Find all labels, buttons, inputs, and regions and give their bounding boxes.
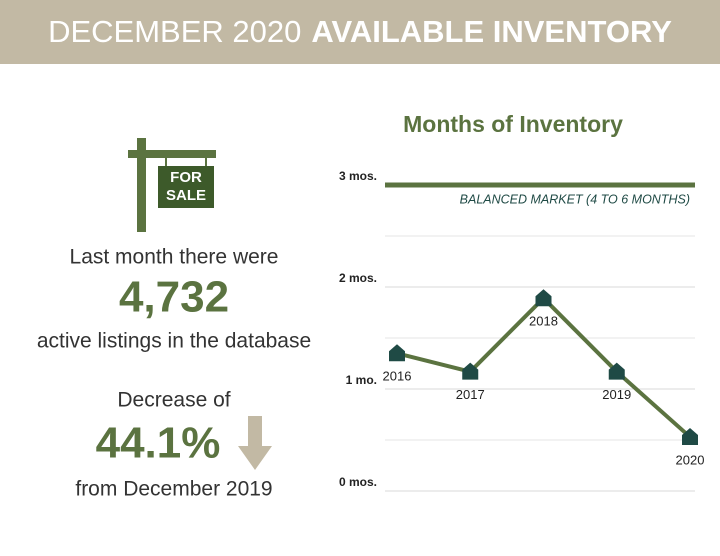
down-arrow — [238, 416, 272, 470]
x-category-label: 2017 — [456, 387, 485, 402]
y-tick-label: 0 mos. — [339, 475, 377, 489]
header-band — [0, 0, 720, 64]
y-tick-label: 1 mo. — [346, 373, 377, 387]
listings-note: active listings in the database — [37, 330, 311, 353]
header-title-bold: AVAILABLE INVENTORY — [311, 14, 672, 49]
change-value: 44.1% — [96, 419, 221, 468]
x-category-label: 2020 — [676, 452, 705, 467]
listings-value: 4,732 — [119, 273, 229, 322]
data-marker — [389, 344, 405, 362]
sign-beam — [128, 150, 216, 158]
data-marker — [535, 289, 552, 307]
chart-title: Months of Inventory — [403, 111, 623, 137]
reference-label: BALANCED MARKET (4 TO 6 MONTHS) — [460, 192, 690, 206]
x-category-label: 2018 — [529, 314, 558, 329]
x-category-label: 2016 — [383, 369, 412, 384]
sign-text: FOR — [170, 169, 202, 186]
data-marker — [462, 362, 479, 380]
sign-text: SALE — [166, 187, 206, 204]
header-title: DECEMBER 2020 AVAILABLE INVENTORY — [48, 14, 672, 49]
for-sale-sign: FOR SALE — [128, 138, 216, 232]
change-intro: Decrease of — [117, 389, 230, 412]
intro-text: Last month there were — [70, 246, 279, 269]
x-category-label: 2019 — [602, 387, 631, 402]
change-note: from December 2019 — [75, 478, 272, 501]
data-marker — [608, 362, 625, 380]
sign-post — [137, 138, 146, 232]
data-marker — [682, 427, 698, 445]
header-title-light: DECEMBER 2020 — [48, 14, 301, 49]
sign-board — [158, 166, 214, 208]
y-tick-label: 2 mos. — [339, 271, 377, 285]
y-tick-label: 3 mos. — [339, 169, 377, 183]
